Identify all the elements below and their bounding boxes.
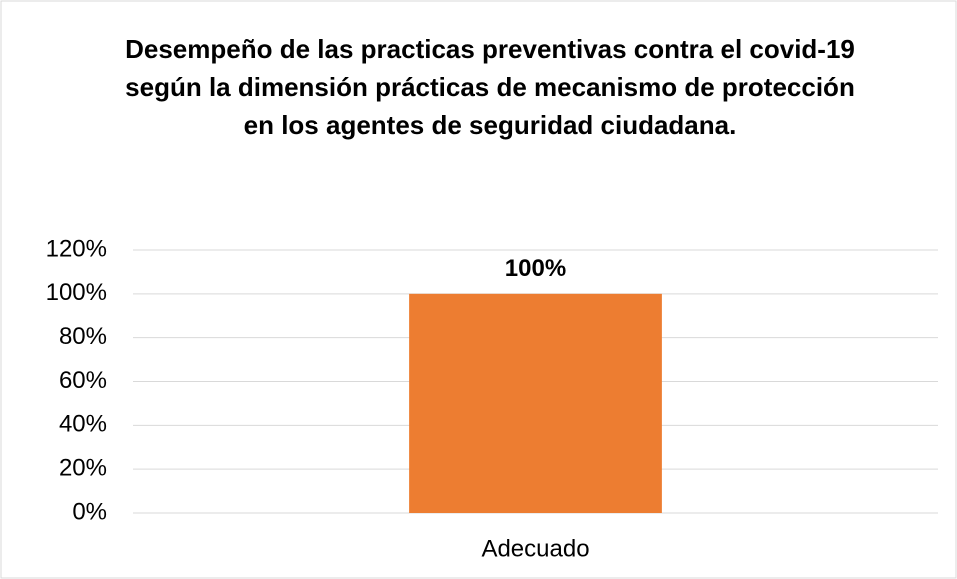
y-tick-label: 80% <box>59 323 107 350</box>
chart-title: Desempeño de las practicas preventivas c… <box>125 34 855 140</box>
data-label: 100% <box>505 255 566 282</box>
y-tick-label: 120% <box>46 235 107 262</box>
x-tick-label: Adecuado <box>481 535 589 562</box>
y-tick-label: 100% <box>46 279 107 306</box>
y-tick-label: 20% <box>59 455 107 482</box>
bar <box>409 293 662 513</box>
y-tick-label: 0% <box>72 498 107 525</box>
y-tick-label: 40% <box>59 411 107 438</box>
y-tick-label: 60% <box>59 367 107 394</box>
